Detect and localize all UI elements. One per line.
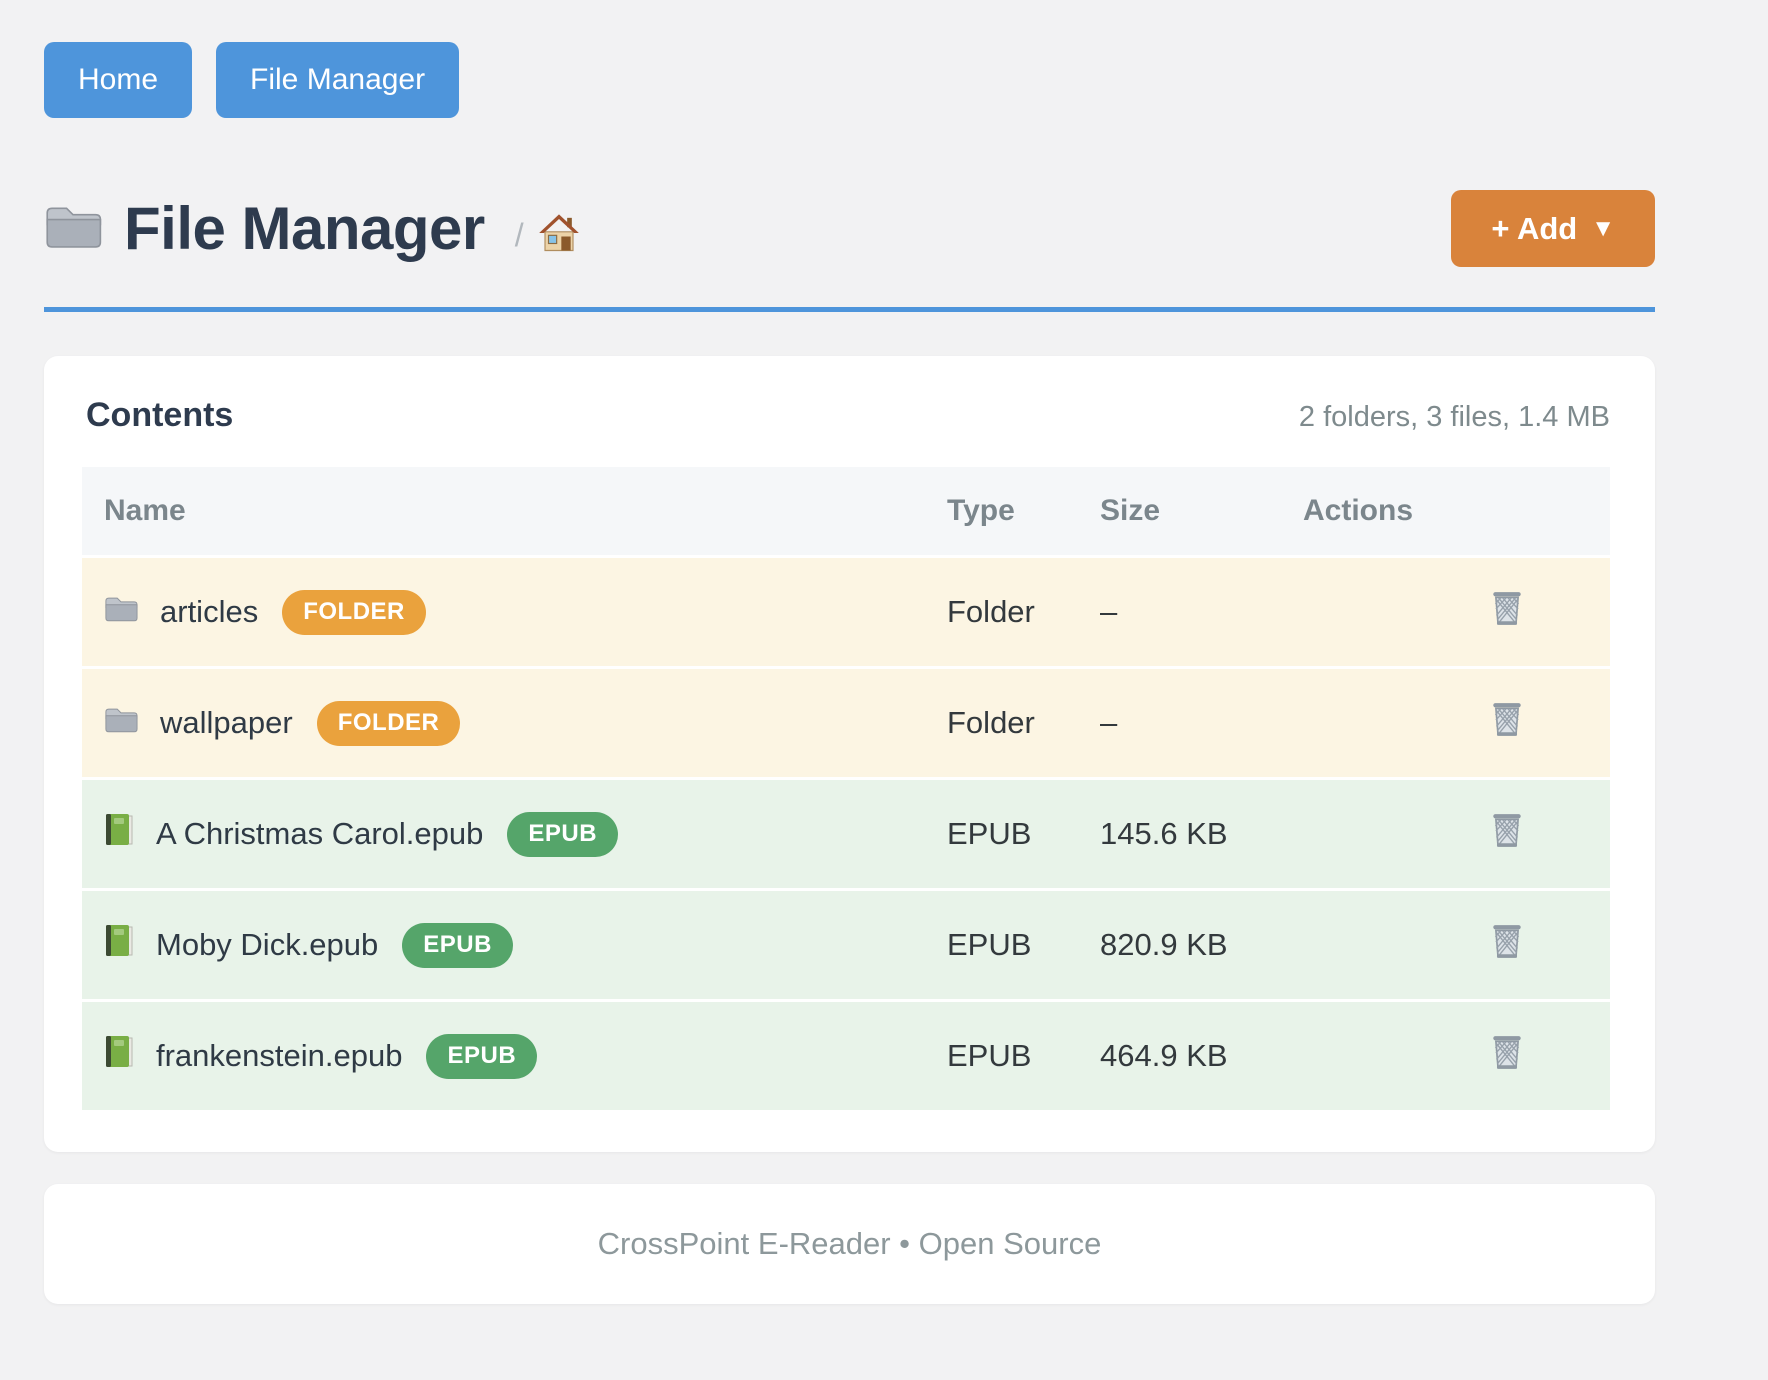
delete-button[interactable] — [1489, 1033, 1525, 1071]
file-name: frankenstein.epub — [156, 1038, 403, 1073]
footer-text: CrossPoint E-Reader • Open Source — [597, 1226, 1102, 1261]
page: Home File Manager File Manager / — [44, 0, 1655, 1304]
green-book-icon — [104, 813, 134, 855]
type-cell: EPUB — [947, 927, 1032, 962]
size-cell: 820.9 KB — [1100, 927, 1228, 962]
trash-icon — [1489, 814, 1525, 852]
title-divider — [44, 307, 1655, 312]
contents-card: Contents 2 folders, 3 files, 1.4 MB Name… — [44, 356, 1655, 1152]
table-header-row: Name Type Size Actions — [82, 467, 1610, 555]
file-name: Moby Dick.epub — [156, 927, 379, 962]
type-cell: Folder — [947, 705, 1035, 740]
table-row: wallpaper FOLDER Folder – — [82, 669, 1610, 777]
trash-icon — [1489, 1036, 1525, 1074]
folder-icon — [44, 201, 102, 256]
file-name-cell[interactable]: frankenstein.epub EPUB — [82, 1033, 947, 1079]
home-icon[interactable] — [538, 213, 580, 258]
type-badge: FOLDER — [316, 700, 461, 746]
top-nav: Home File Manager — [44, 42, 1655, 118]
size-cell: 145.6 KB — [1100, 816, 1228, 851]
file-name: articles — [160, 594, 259, 629]
page-header: File Manager / + Add ▼ — [44, 190, 1655, 267]
column-header-actions: Actions — [1303, 494, 1414, 527]
size-cell: – — [1100, 705, 1118, 740]
actions-cell — [1303, 589, 1610, 635]
green-book-icon — [104, 924, 134, 966]
column-header-size: Size — [1100, 494, 1161, 527]
file-name-cell[interactable]: articles FOLDER — [82, 589, 947, 635]
folder-icon — [104, 594, 138, 631]
column-header-type: Type — [947, 494, 1015, 527]
nav-file-manager-button[interactable]: File Manager — [216, 42, 460, 118]
file-name-cell[interactable]: A Christmas Carol.epub EPUB — [82, 811, 947, 857]
file-name-cell[interactable]: Moby Dick.epub EPUB — [82, 922, 947, 968]
breadcrumb-separator: / — [514, 217, 524, 253]
type-badge: EPUB — [507, 811, 619, 857]
size-cell: 464.9 KB — [1100, 1038, 1228, 1073]
actions-cell — [1303, 811, 1610, 857]
delete-button[interactable] — [1489, 700, 1525, 738]
green-book-icon — [104, 1035, 134, 1077]
table-row: Moby Dick.epub EPUB EPUB 820.9 KB — [82, 891, 1610, 999]
contents-card-header: Contents 2 folders, 3 files, 1.4 MB — [82, 396, 1610, 435]
table-row: articles FOLDER Folder – — [82, 558, 1610, 666]
file-name: wallpaper — [160, 705, 293, 740]
add-button[interactable]: + Add ▼ — [1451, 190, 1655, 267]
type-cell: EPUB — [947, 1038, 1032, 1073]
title-group: File Manager / — [44, 194, 580, 263]
trash-icon — [1489, 925, 1525, 963]
file-name: A Christmas Carol.epub — [156, 816, 484, 851]
trash-icon — [1489, 703, 1525, 741]
contents-summary: 2 folders, 3 files, 1.4 MB — [1298, 401, 1610, 433]
type-cell: EPUB — [947, 816, 1032, 851]
contents-heading: Contents — [86, 396, 234, 434]
footer: CrossPoint E-Reader • Open Source — [44, 1184, 1655, 1304]
type-cell: Folder — [947, 594, 1035, 629]
table-row: frankenstein.epub EPUB EPUB 464.9 KB — [82, 1002, 1610, 1110]
table-body: articles FOLDER Folder – — [82, 558, 1610, 1110]
folder-icon — [104, 705, 138, 742]
file-table: Name Type Size Actions — [82, 467, 1610, 1110]
chevron-down-icon: ▼ — [1591, 214, 1615, 242]
add-button-label: + Add — [1491, 210, 1578, 246]
table-row: A Christmas Carol.epub EPUB EPUB 145.6 K… — [82, 780, 1610, 888]
delete-button[interactable] — [1489, 922, 1525, 960]
nav-home-button[interactable]: Home — [44, 42, 193, 118]
trash-icon — [1489, 592, 1525, 630]
file-name-cell[interactable]: wallpaper FOLDER — [82, 700, 947, 746]
actions-cell — [1303, 1033, 1610, 1079]
type-badge: EPUB — [402, 922, 513, 968]
page-title: File Manager — [124, 195, 485, 262]
actions-cell — [1303, 922, 1610, 968]
type-badge: EPUB — [426, 1033, 538, 1079]
column-header-name: Name — [104, 494, 186, 527]
size-cell: – — [1100, 594, 1118, 629]
delete-button[interactable] — [1489, 589, 1525, 627]
type-badge: FOLDER — [282, 589, 426, 635]
delete-button[interactable] — [1489, 811, 1525, 849]
actions-cell — [1303, 700, 1610, 746]
breadcrumb: / — [515, 213, 580, 258]
